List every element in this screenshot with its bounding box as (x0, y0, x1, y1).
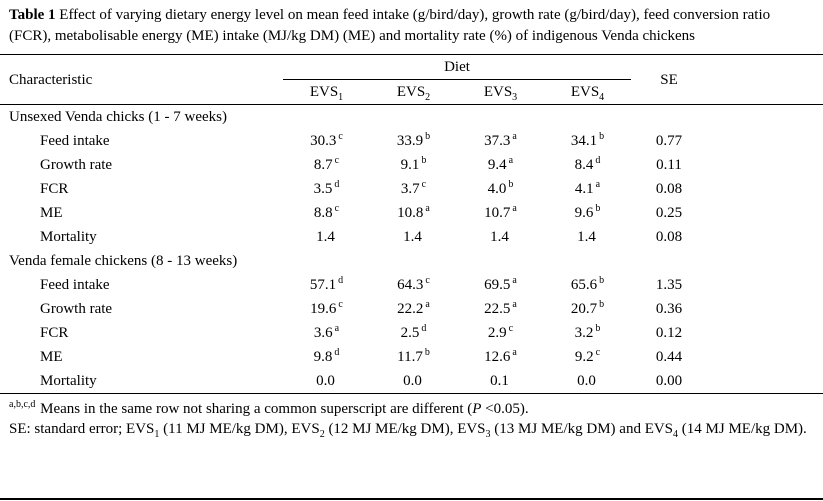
se-cell: 0.08 (655, 181, 683, 197)
table-row: Feed intake 30.3 c 33.9 b 37.3 a 34.1 b 0.77 (0, 129, 823, 153)
value-cell: 1.4 (577, 229, 596, 245)
table-row: Mortality 1.4 1.4 1.4 1.4 0.08 (0, 225, 823, 249)
value-cell: 69.5 a (484, 275, 517, 294)
row-label: Growth rate (40, 157, 113, 173)
characteristic-header: Characteristic (0, 54, 283, 105)
se-cell: 0.08 (655, 229, 683, 245)
value-cell: 9.8 d (313, 347, 340, 366)
value-cell: 10.8 a (397, 203, 430, 222)
table-row: Feed intake 57.1 d 64.3 c 69.5 a 65.6 b 1.35 (0, 273, 823, 297)
value-cell: 34.1 b (570, 131, 605, 150)
footnote-superscripts-note: a,b,c,d Means in the same row not sharin… (9, 399, 529, 418)
footnote-abbreviations: SE: standard error; EVS1 (11 MJ ME/kg DM… (9, 421, 807, 440)
row-label: ME (40, 205, 63, 221)
value-cell: 22.2 a (397, 299, 430, 318)
value-cell: 4.1 a (574, 179, 601, 198)
value-cell: 64.3 c (397, 275, 430, 294)
se-header: SE (631, 54, 708, 105)
table-row: FCR 3.6 a 2.5 d 2.9 c 3.2 b 0.12 (0, 321, 823, 345)
se-cell: 0.36 (655, 301, 683, 317)
p-value-symbol: P (472, 401, 482, 417)
value-cell: 9.1 b (400, 155, 427, 174)
diet-header: Diet (283, 54, 632, 80)
value-cell: 65.6 b (570, 275, 605, 294)
section-label: Venda female chickens (8 - 13 weeks) (9, 253, 238, 269)
value-cell: 3.6 a (313, 323, 340, 342)
value-cell: 0.0 (577, 373, 596, 389)
value-cell: 20.7 b (570, 299, 605, 318)
value-cell: 33.9 b (396, 131, 431, 150)
header-row-1: Characteristic Diet SE (0, 54, 823, 105)
table-row: FCR 3.5 d 3.7 c 4.0 b 4.1 a 0.08 (0, 177, 823, 201)
se-cell: 1.35 (655, 277, 683, 293)
table-row: ME 9.8 d 11.7 b 12.6 a 9.2 c 0.44 (0, 345, 823, 369)
se-cell: 0.12 (655, 325, 683, 341)
value-cell: 1.4 (403, 229, 422, 245)
value-cell: 3.2 b (574, 323, 601, 342)
section-row: Unsexed Venda chicks (1 - 7 weeks) (0, 105, 823, 130)
value-cell: 12.6 a (484, 347, 517, 366)
table-row: ME 8.8 c 10.8 a 10.7 a 9.6 b 0.25 (0, 201, 823, 225)
diet-col-header: EVS2 (370, 79, 457, 105)
page-bottom-rule (0, 498, 823, 500)
row-label: FCR (40, 181, 69, 197)
table-row: Mortality 0.0 0.0 0.1 0.0 0.00 (0, 369, 823, 394)
diet-col-header: EVS1 (283, 79, 370, 105)
table-footnotes: a,b,c,d Means in the same row not sharin… (9, 399, 814, 440)
value-cell: 0.1 (490, 373, 509, 389)
value-cell: 3.5 d (313, 179, 340, 198)
header-row-2: EVS1 EVS2 EVS3 EVS4 (0, 79, 823, 105)
value-cell: 4.0 b (487, 179, 514, 198)
se-cell: 0.25 (655, 205, 683, 221)
value-cell: 0.0 (403, 373, 422, 389)
diet-col-header: EVS3 (457, 79, 544, 105)
row-label: Mortality (40, 373, 97, 389)
value-cell: 8.7 c (313, 155, 340, 174)
value-cell: 9.2 c (574, 347, 601, 366)
row-label: Feed intake (40, 277, 110, 293)
value-cell: 8.4 d (574, 155, 601, 174)
section-row: Venda female chickens (8 - 13 weeks) (0, 249, 823, 273)
row-label: Feed intake (40, 133, 110, 149)
diet-col-header: EVS4 (544, 79, 632, 105)
row-label: ME (40, 349, 63, 365)
value-cell: 1.4 (490, 229, 509, 245)
table-number: Table 1 (9, 7, 56, 23)
value-cell: 9.4 a (487, 155, 514, 174)
table-caption: Table 1 Effect of varying dietary energy… (9, 5, 814, 47)
value-cell: 0.0 (316, 373, 335, 389)
spacer-cell (707, 54, 823, 105)
table-row: Growth rate 19.6 c 22.2 a 22.5 a 20.7 b 0.36 (0, 297, 823, 321)
value-cell: 2.9 c (487, 323, 514, 342)
value-cell: 57.1 d (309, 275, 344, 294)
results-table: Characteristic Diet SE EVS1 EVS2 EVS3 EV… (0, 54, 823, 394)
value-cell: 8.8 c (313, 203, 340, 222)
value-cell: 11.7 b (397, 347, 430, 366)
value-cell: 1.4 (316, 229, 335, 245)
paper-table-page: { "title": { "label": "Table 1", "text":… (0, 5, 823, 501)
value-cell: 3.7 c (400, 179, 427, 198)
section-label: Unsexed Venda chicks (1 - 7 weeks) (9, 109, 227, 125)
row-label: FCR (40, 325, 69, 341)
row-label: Mortality (40, 229, 97, 245)
value-cell: 9.6 b (574, 203, 601, 222)
se-cell: 0.77 (655, 133, 683, 149)
value-cell: 19.6 c (310, 299, 343, 318)
value-cell: 37.3 a (484, 131, 517, 150)
se-cell: 0.11 (656, 157, 682, 173)
value-cell: 10.7 a (484, 203, 517, 222)
footnote-superscript-marks: a,b,c,d (9, 399, 36, 410)
se-cell: 0.44 (655, 349, 683, 365)
value-cell: 30.3 c (310, 131, 343, 150)
table-row: Growth rate 8.7 c 9.1 b 9.4 a 8.4 d 0.11 (0, 153, 823, 177)
table-caption-text: Effect of varying dietary energy level o… (9, 7, 771, 44)
se-cell: 0.00 (655, 373, 683, 389)
row-label: Growth rate (40, 301, 113, 317)
value-cell: 2.5 d (400, 323, 427, 342)
value-cell: 22.5 a (484, 299, 517, 318)
